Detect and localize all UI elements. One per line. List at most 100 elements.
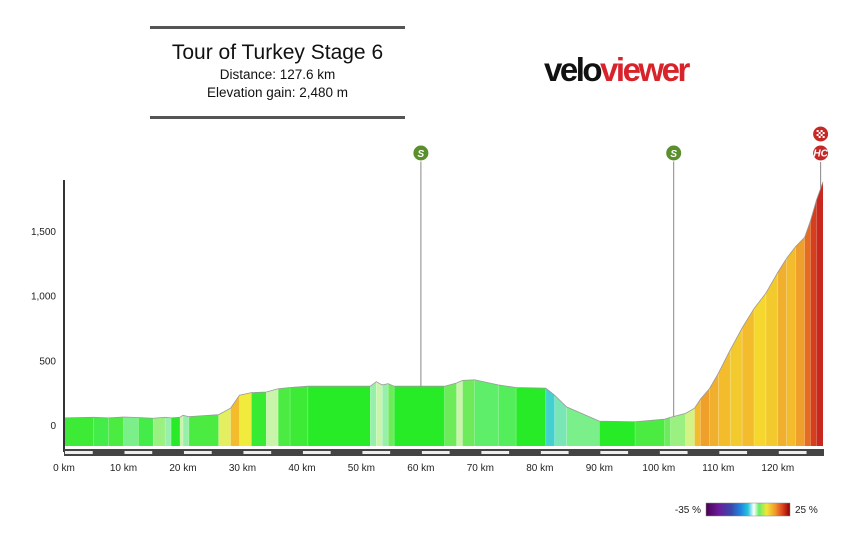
x-tick-label: 100 km <box>642 463 675 474</box>
x-tick-label: 40 km <box>288 463 315 474</box>
profile-segment <box>171 417 180 446</box>
y-tick-label: 1,500 <box>31 227 56 238</box>
profile-segment <box>376 381 383 446</box>
x-tick-label: 70 km <box>467 463 494 474</box>
x-axis-stripe <box>362 451 391 454</box>
profile-segment <box>685 408 695 446</box>
profile-segment <box>251 392 267 446</box>
profile-segment <box>777 258 787 446</box>
profile-segment <box>730 328 743 446</box>
sprint-marker-label: S <box>418 149 425 160</box>
x-axis-stripe <box>124 451 153 454</box>
profile-segment <box>230 395 240 446</box>
profile-segment <box>188 414 219 446</box>
profile-segment <box>765 272 778 446</box>
title-box: Tour of Turkey Stage 6 Distance: 127.6 k… <box>150 26 405 119</box>
grade-legend-max-label: 25 % <box>795 505 818 516</box>
x-axis-stripe <box>481 451 510 454</box>
x-axis-stripe <box>65 451 93 454</box>
grade-legend-bar <box>705 502 791 517</box>
stage-elevation-gain: Elevation gain: 2,480 m <box>206 85 349 100</box>
finish-flag-icon <box>812 125 830 143</box>
axes: 0 500 1,000 1,500 0 km 10 km 20 km 30 km 40 km 50… <box>31 180 824 474</box>
profile-segment <box>700 388 710 446</box>
x-tick-label: 50 km <box>348 463 375 474</box>
profile-segment <box>382 383 389 446</box>
profile-segment <box>498 384 517 446</box>
profile-segment <box>138 417 154 446</box>
profile-segment <box>545 388 555 446</box>
profile-segment <box>635 419 665 446</box>
profile-segment <box>599 421 636 446</box>
profile-segment <box>554 395 567 446</box>
x-tick-label: 20 km <box>169 463 196 474</box>
x-tick-label: 120 km <box>761 463 794 474</box>
profile-segment <box>694 399 701 446</box>
profile-segment <box>816 181 823 446</box>
logo-part-velo: velo <box>544 51 603 88</box>
profile-segment <box>64 417 94 446</box>
profile-segment <box>218 408 231 446</box>
profile-segment <box>516 387 546 446</box>
x-tick-label: 30 km <box>229 463 256 474</box>
profile-segment <box>742 308 754 446</box>
profile-segment <box>388 383 395 446</box>
profile-segment <box>810 199 817 446</box>
x-tick-label: 0 km <box>53 463 75 474</box>
x-axis-stripe <box>719 451 748 454</box>
x-axis-stripe <box>183 451 212 454</box>
sprint-marker-icon <box>412 144 430 162</box>
stage-distance: Distance: 127.6 km <box>219 67 336 82</box>
profile-segment <box>754 293 766 446</box>
profile-segment <box>718 349 731 446</box>
profile-segment <box>153 417 166 446</box>
profile-segment <box>394 386 445 446</box>
profile-segment <box>795 237 805 446</box>
sprint-marker-icon <box>665 144 683 162</box>
x-tick-label: 110 km <box>702 463 734 474</box>
profile-segment <box>804 220 811 446</box>
profile-segment <box>266 388 279 446</box>
x-tick-label: 10 km <box>110 463 137 474</box>
x-axis-stripe <box>600 451 629 454</box>
profile-segment <box>786 246 796 446</box>
profile-segment <box>307 386 371 446</box>
grade-legend: -35 % 25 % <box>675 502 818 517</box>
profile-segment <box>108 416 124 446</box>
x-axis-stripe <box>778 451 807 454</box>
profile-segment <box>93 417 109 446</box>
x-axis-stripe <box>243 451 272 454</box>
profile-segment <box>566 406 600 446</box>
veloviewer-logo: veloviewer <box>544 50 690 90</box>
profile-segment <box>182 415 189 446</box>
logo-part-viewer: viewer <box>600 51 690 88</box>
profile-segment <box>664 417 671 446</box>
sprint-marker-label: S <box>670 149 677 160</box>
profile-segment <box>239 392 252 446</box>
profile-segment <box>462 379 475 446</box>
profile-segment <box>123 416 139 446</box>
climb-category-icon <box>812 144 830 162</box>
x-tick-label: 90 km <box>586 463 613 474</box>
grade-legend-min-label: -35 % <box>675 505 701 516</box>
climb-category-label: HC <box>813 149 828 160</box>
profile-segment <box>370 381 377 446</box>
profile-segment <box>179 415 183 446</box>
profile-segment <box>670 413 686 446</box>
stage-title: Tour of Turkey Stage 6 <box>171 41 384 64</box>
profile-segment <box>444 382 457 446</box>
profile-segment <box>290 386 308 446</box>
profile-segment <box>709 373 719 446</box>
x-axis-stripe <box>540 451 569 454</box>
profile-segment <box>278 387 291 446</box>
profile-segment <box>165 417 172 446</box>
y-tick-label: 1,000 <box>31 292 56 303</box>
x-axis-stripe <box>302 451 331 454</box>
markers: S S HC <box>412 125 830 417</box>
profile-segment <box>474 379 499 446</box>
y-tick-label: 0 <box>50 421 56 432</box>
profile-segment <box>456 380 463 446</box>
x-axis-stripe <box>421 451 450 454</box>
profile-area <box>63 181 824 446</box>
